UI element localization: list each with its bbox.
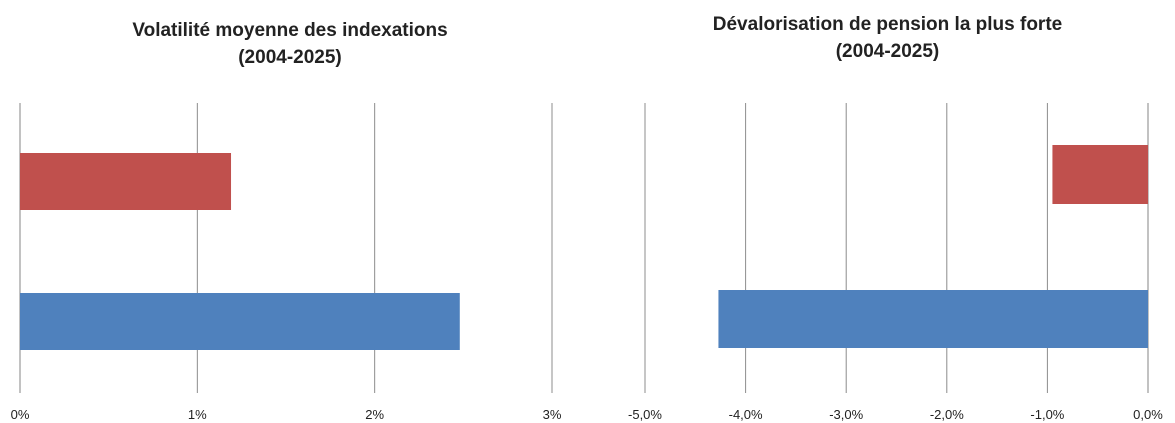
chart-title: Dévalorisation de pension la plus forte … <box>600 11 1175 65</box>
tick-label: -1,0% <box>1030 407 1064 422</box>
bar <box>1052 145 1148 204</box>
subtitle-line: (2004-2025) <box>835 41 940 62</box>
tick-label: 3% <box>543 407 562 422</box>
tick-label: 0,0% <box>1133 407 1163 422</box>
tick-label: -3,0% <box>829 407 863 422</box>
tick-label: -5,0% <box>628 407 662 422</box>
title-line: Dévalorisation de pension la plus forte <box>712 14 1063 35</box>
tick-label: -4,0% <box>729 407 763 422</box>
title-line: Volatilité moyenne des indexations <box>132 20 448 41</box>
tick-label: 1% <box>188 407 207 422</box>
tick-label: 0% <box>11 407 30 422</box>
volatility-chart: Volatilité moyenne des indexations (2004… <box>0 0 580 423</box>
bar <box>20 153 232 210</box>
bar <box>718 290 1148 348</box>
volatility-plot: 0% 1% 2% 3% <box>11 103 562 422</box>
chart-title: Volatilité moyenne des indexations (2004… <box>0 17 580 71</box>
bar <box>20 293 460 350</box>
subtitle-line: (2004-2025) <box>238 47 342 68</box>
tick-label: -2,0% <box>930 407 964 422</box>
tick-label: 2% <box>365 407 384 422</box>
devaluation-chart: Dévalorisation de pension la plus forte … <box>600 0 1175 423</box>
devaluation-plot: -5,0% -4,0% -3,0% -2,0% -1,0% 0,0% <box>628 103 1163 422</box>
